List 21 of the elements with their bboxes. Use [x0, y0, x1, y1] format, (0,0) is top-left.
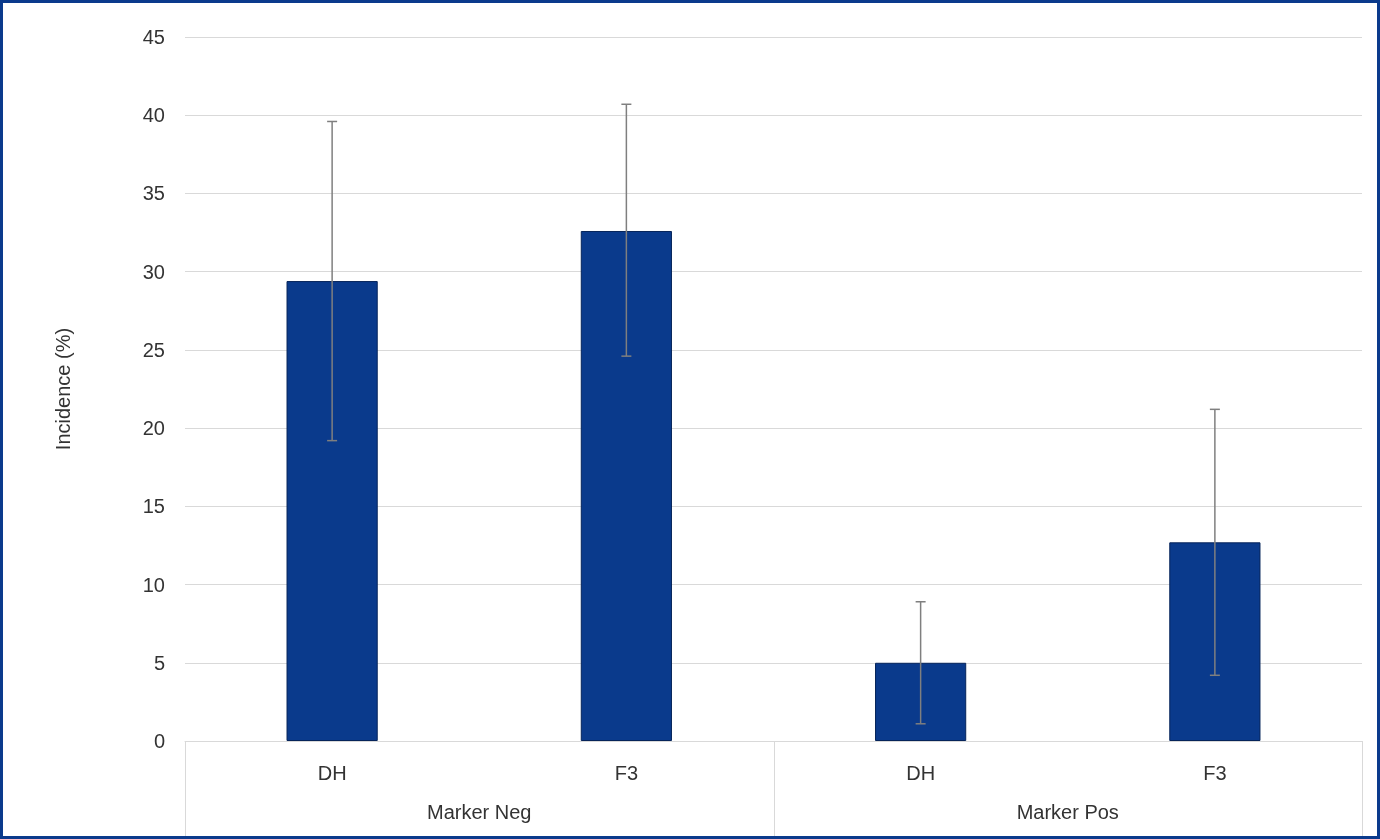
- y-tick-label: 20: [142, 417, 165, 440]
- text: Marker Pos: [1016, 801, 1119, 824]
- x-tick-label: F3: [614, 762, 639, 784]
- bar: [580, 230, 672, 741]
- y-tick-label: 0: [153, 730, 165, 752]
- y-tick-label: 15: [142, 495, 165, 518]
- y-tick-label: 40: [142, 104, 165, 127]
- bar: [1169, 542, 1261, 741]
- bar: [286, 281, 378, 741]
- bar: [875, 662, 967, 741]
- y-tick-label: 25: [142, 338, 165, 361]
- y-tick-label: 35: [142, 182, 165, 205]
- x-tick-label: DH: [317, 762, 347, 784]
- y-tick-label: 10: [142, 573, 165, 596]
- text: Marker Neg: [427, 801, 532, 824]
- y-tick-label: 5: [153, 651, 165, 674]
- x-tick-label: DH: [906, 762, 936, 784]
- y-tick-label: 45: [142, 26, 165, 48]
- y-axis-title: Incidence (%): [52, 327, 74, 451]
- x-tick-label: F3: [1203, 762, 1227, 784]
- y-tick-label: 30: [142, 260, 165, 283]
